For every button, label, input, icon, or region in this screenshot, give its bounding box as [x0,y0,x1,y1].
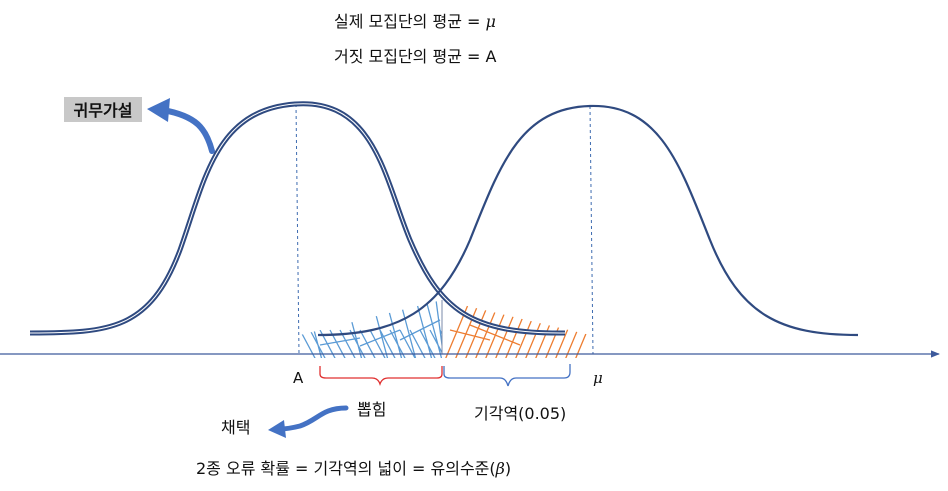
null-hypothesis-arrow-head [147,98,170,122]
mean-a-dashed-line [295,103,300,355]
null-distribution-curve-inner [29,103,566,334]
header-line-2: 거짓 모집단의 평균 = A [334,47,497,66]
selection-brace [319,366,443,387]
axis-label-mu: μ [593,369,603,387]
mean-mu-dashed-line [589,105,594,355]
hatch-blue-region [300,300,442,358]
null-hypothesis-arrow [160,107,215,154]
null-hypothesis-badge [64,97,142,122]
header-line-1: 실제 모집단의 평균 = μ [334,12,496,31]
adoption-label: 채택 [221,418,250,437]
null-hypothesis-label: 귀무가설 [74,101,133,120]
rejection-region-brace [443,364,571,387]
axis-label-a: A [293,369,304,387]
adoption-arrow [277,405,349,432]
rejection-region-label: 기각역(0.05) [474,404,566,423]
true-distribution-curve [317,104,859,337]
footer-formula: 2종 오류 확률 = 기각역의 넓이 = 유의수준(β) [196,459,511,478]
selection-label: 뽑힘 [357,400,386,419]
adoption-arrow-head [268,420,286,438]
